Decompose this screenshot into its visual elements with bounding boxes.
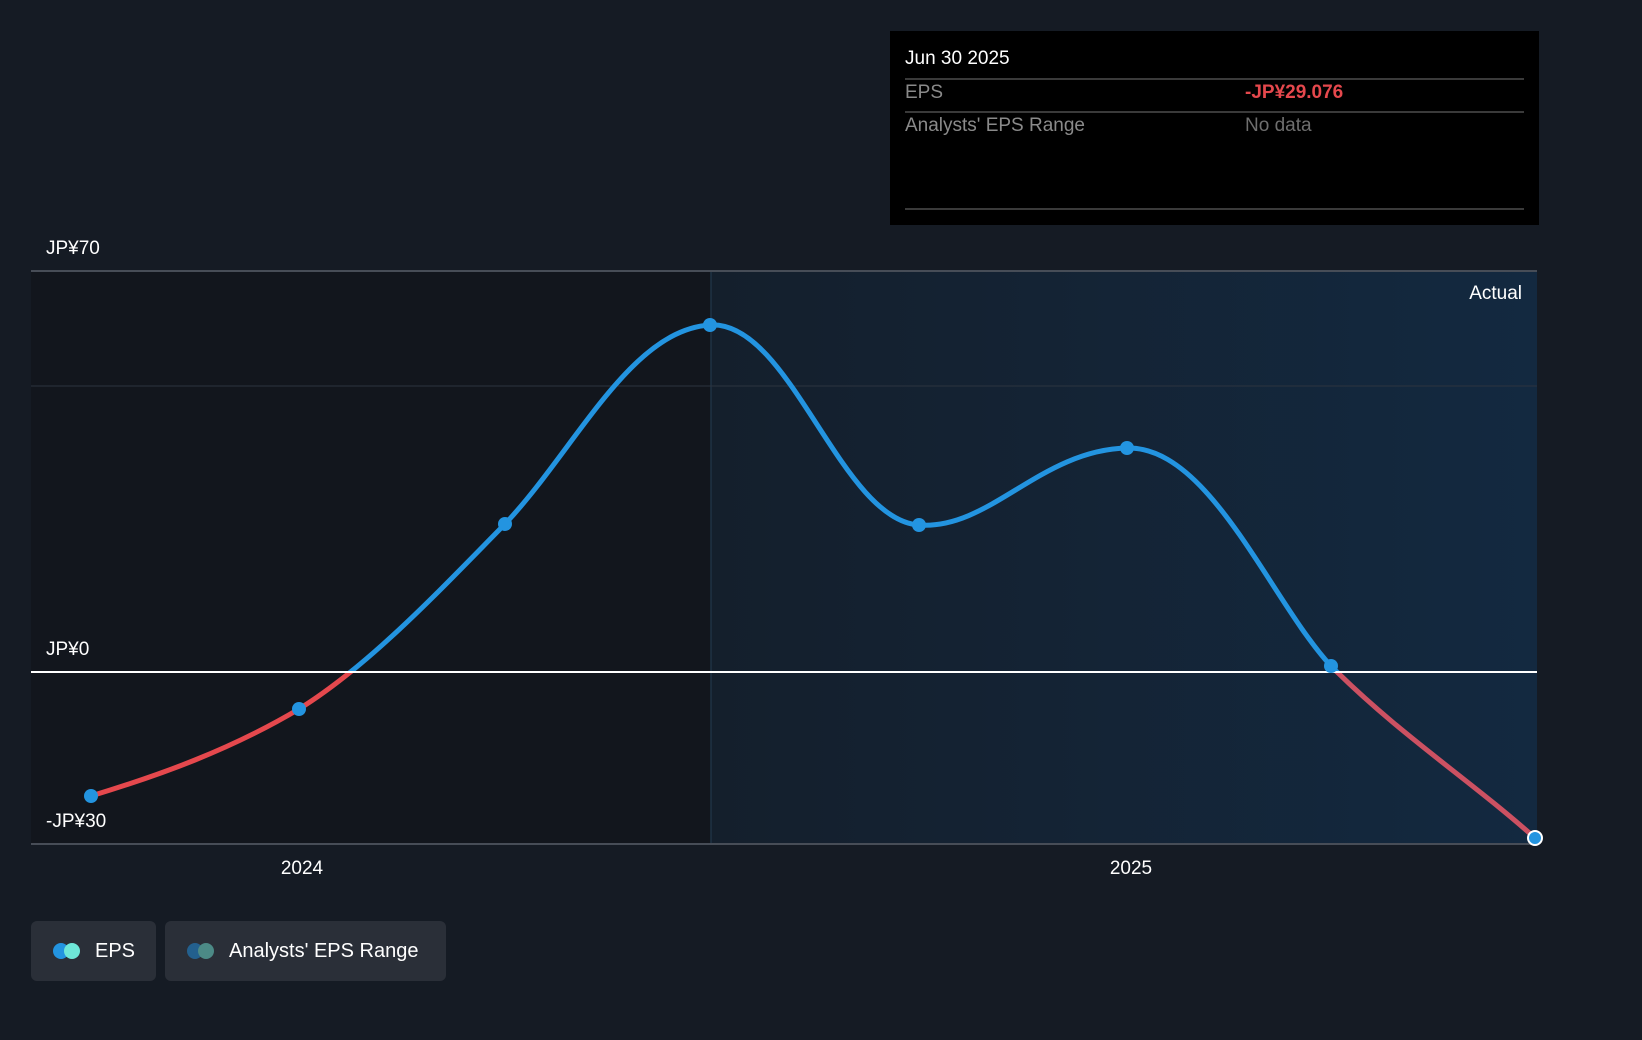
divider: [905, 78, 1524, 80]
data-point-selected[interactable]: [1527, 830, 1543, 846]
data-point[interactable]: [1324, 659, 1338, 673]
eps-legend-icon: [53, 943, 83, 959]
legend-eps[interactable]: EPS: [31, 921, 156, 981]
tooltip-range-label: Analysts' EPS Range: [905, 115, 1085, 136]
tooltip-date: Jun 30 2025: [905, 48, 1010, 69]
data-point[interactable]: [292, 702, 306, 716]
divider: [905, 111, 1524, 113]
data-point[interactable]: [703, 318, 717, 332]
eps-points: [84, 318, 1543, 846]
analysts-range-legend-icon: [187, 943, 217, 959]
past-region: [31, 271, 711, 844]
legend-analysts-range[interactable]: Analysts' EPS Range: [165, 921, 446, 981]
actual-region-label: Actual: [1469, 283, 1522, 304]
tooltip-eps-label: EPS: [905, 82, 944, 103]
tooltip: Jun 30 2025 EPS -JP¥29.076 Analysts' EPS…: [890, 31, 1539, 225]
eps-chart: [31, 270, 1543, 846]
actual-region: [711, 271, 1537, 844]
eps-line: [88, 322, 1538, 841]
legend-eps-label: EPS: [95, 939, 136, 962]
data-point[interactable]: [912, 518, 926, 532]
data-point[interactable]: [1120, 441, 1134, 455]
x-tick-2025: 2025: [1109, 858, 1153, 879]
data-point[interactable]: [498, 517, 512, 531]
divider: [905, 208, 1524, 210]
y-tick-zero: JP¥0: [46, 639, 90, 660]
tooltip-range-value: No data: [1245, 115, 1312, 136]
x-tick-2024: 2024: [280, 858, 324, 879]
data-point[interactable]: [84, 789, 98, 803]
y-tick-bottom: -JP¥30: [46, 811, 107, 832]
y-tick-top: JP¥70: [46, 238, 100, 259]
legend-analysts-range-label: Analysts' EPS Range: [229, 939, 419, 962]
tooltip-eps-value: -JP¥29.076: [1245, 82, 1344, 103]
